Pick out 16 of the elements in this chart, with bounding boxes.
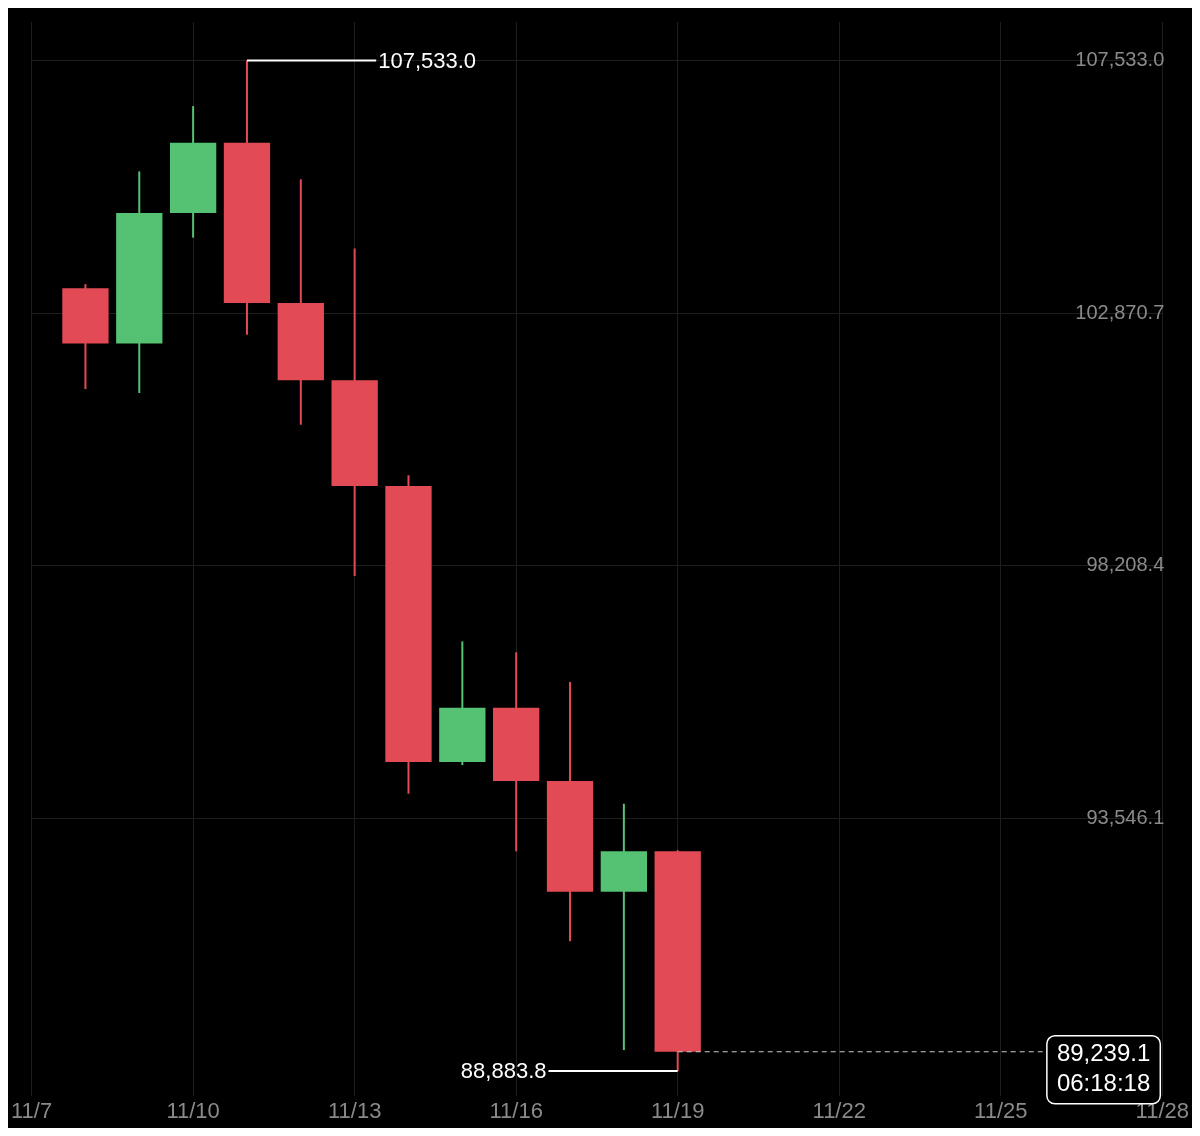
x-tick-label: 11/7 — [11, 1097, 53, 1123]
annotation: 88,883.8 — [460, 1058, 547, 1084]
x-tick-label: 11/19 — [650, 1097, 705, 1123]
x-tick-label: 11/13 — [327, 1097, 382, 1123]
y-tick-label: 98,208.4 — [1086, 553, 1165, 576]
ref-line-label: 89,239.1 — [1056, 1039, 1151, 1067]
annotation: 06:18:18 — [1056, 1069, 1151, 1097]
y-tick-label: 107,533.0 — [1075, 48, 1165, 71]
x-tick-label: 11/28 — [1135, 1097, 1189, 1123]
y-tick-label: 93,546.1 — [1086, 805, 1165, 828]
x-tick-label: 11/10 — [166, 1097, 220, 1123]
annotation: 107,533.0 — [378, 47, 477, 73]
x-tick-label: 11/25 — [974, 1097, 1028, 1123]
x-tick-label: 11/16 — [489, 1097, 543, 1123]
y-tick-label: 102,870.7 — [1075, 300, 1165, 323]
x-tick-label: 11/22 — [812, 1097, 866, 1123]
